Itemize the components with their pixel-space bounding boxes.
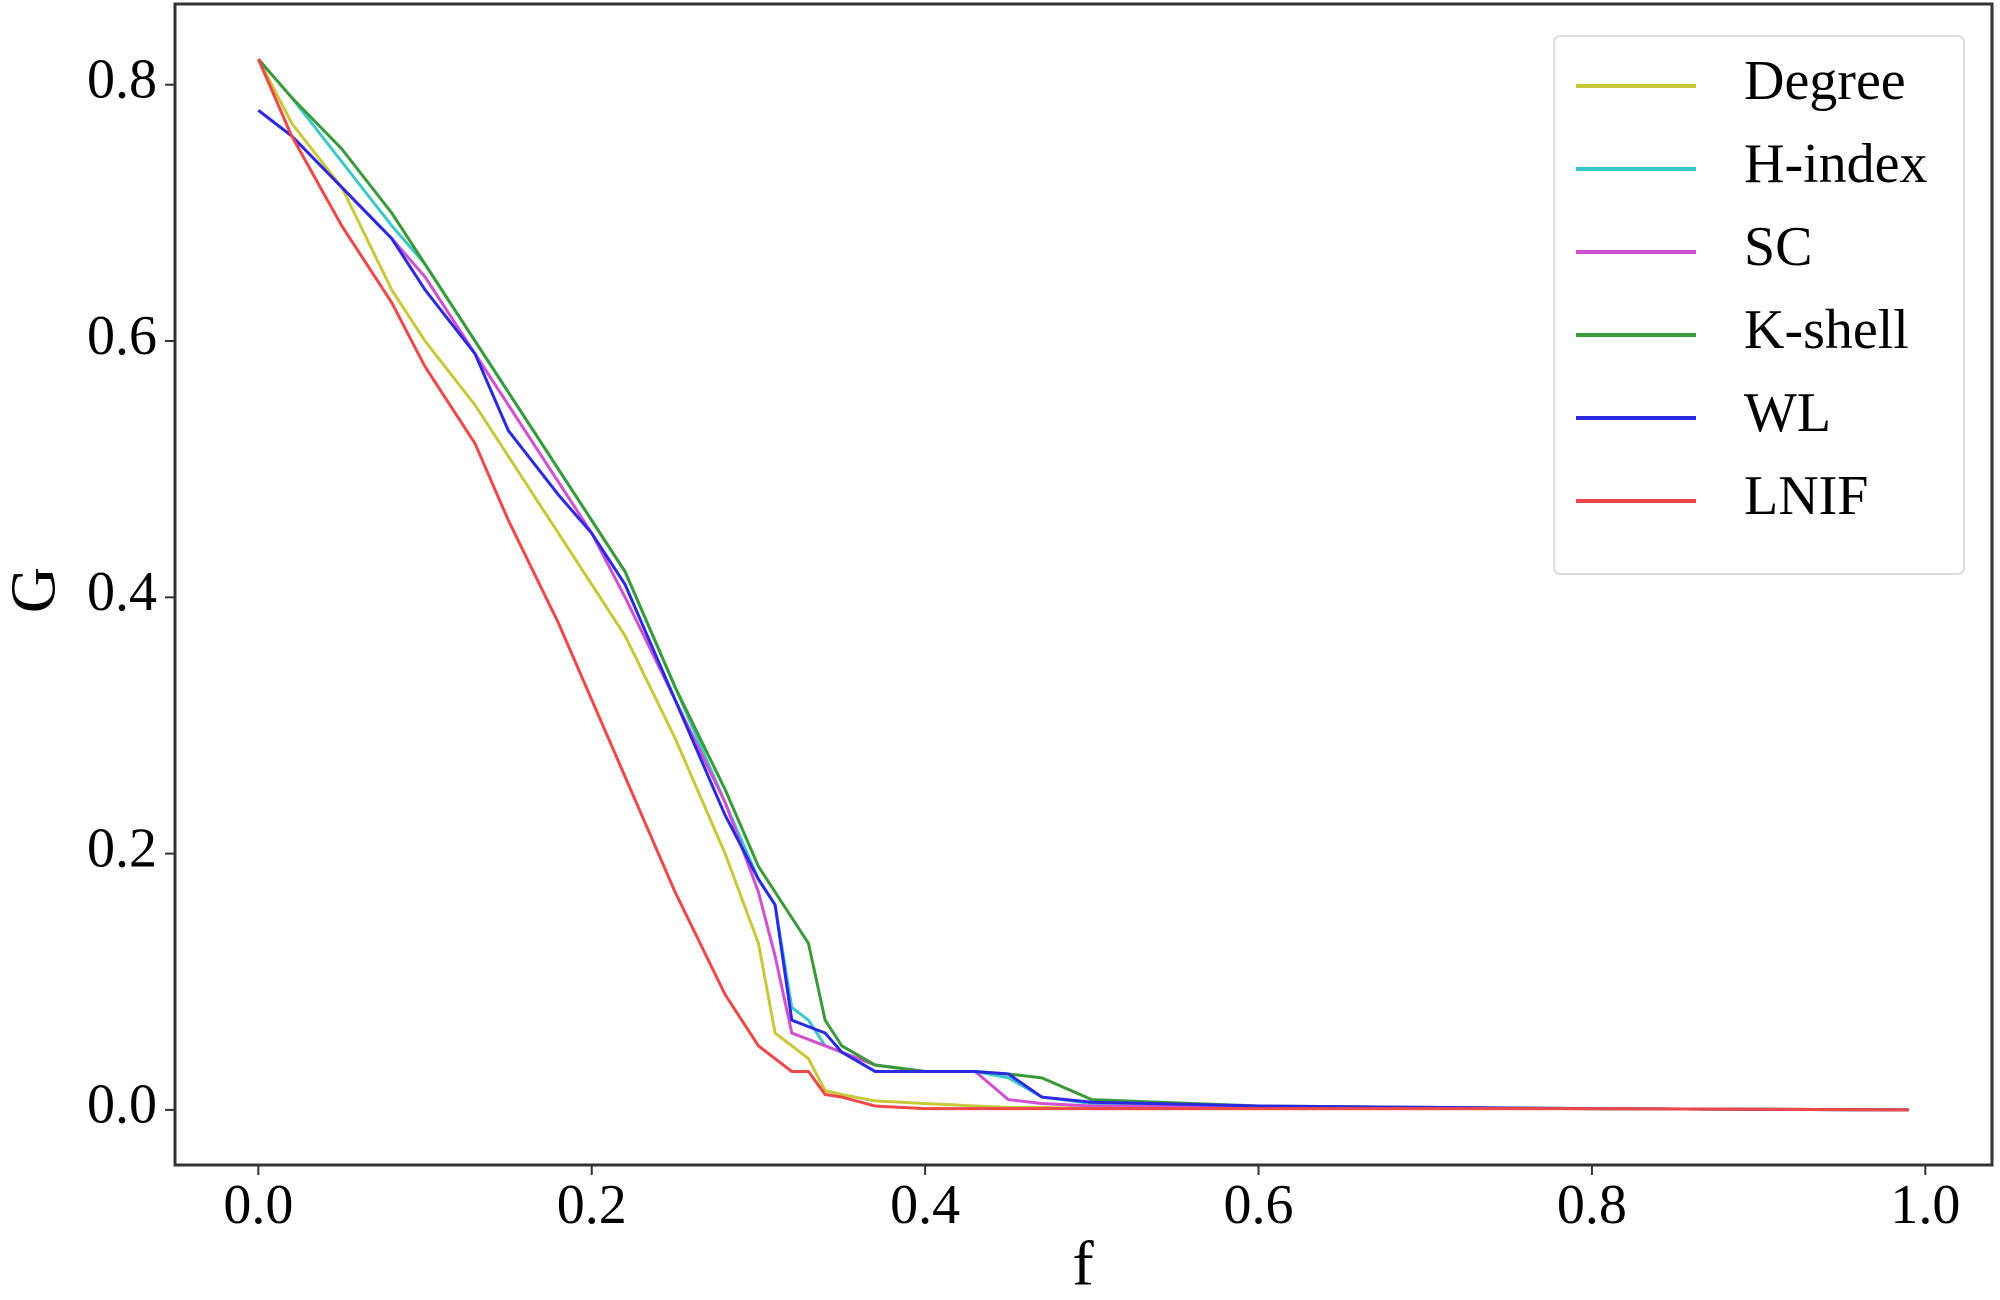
legend-label: H-index [1744, 133, 1928, 195]
series-line [256, 58, 1909, 1112]
x-tick-label: 0.0 [223, 1174, 293, 1236]
legend-label: SC [1744, 216, 1813, 278]
series-line [257, 109, 1909, 1112]
legend-label: WL [1744, 382, 1831, 444]
legend-label: K-shell [1744, 299, 1909, 361]
x-axis-label: f [1072, 1228, 1094, 1299]
x-tick-label: 0.4 [890, 1174, 960, 1236]
y-tick-label: 0.2 [87, 817, 157, 879]
legend-label: Degree [1744, 50, 1906, 112]
plot-frame [173, 2, 1994, 1167]
x-tick-label: 1.0 [1890, 1174, 1960, 1236]
x-tick-label: 0.6 [1224, 1174, 1294, 1236]
y-axis-label: G [0, 567, 69, 613]
y-tick-label: 0.0 [87, 1074, 157, 1136]
y-tick-label: 0.4 [87, 561, 157, 623]
series-line [257, 58, 1909, 1112]
series-line [257, 109, 1909, 1112]
y-tick-label: 0.8 [87, 49, 157, 111]
y-tick-label: 0.6 [87, 305, 157, 367]
x-tick-label: 0.8 [1557, 1174, 1627, 1236]
x-tick-label: 0.2 [557, 1174, 627, 1236]
legend-label: LNIF [1744, 465, 1868, 527]
